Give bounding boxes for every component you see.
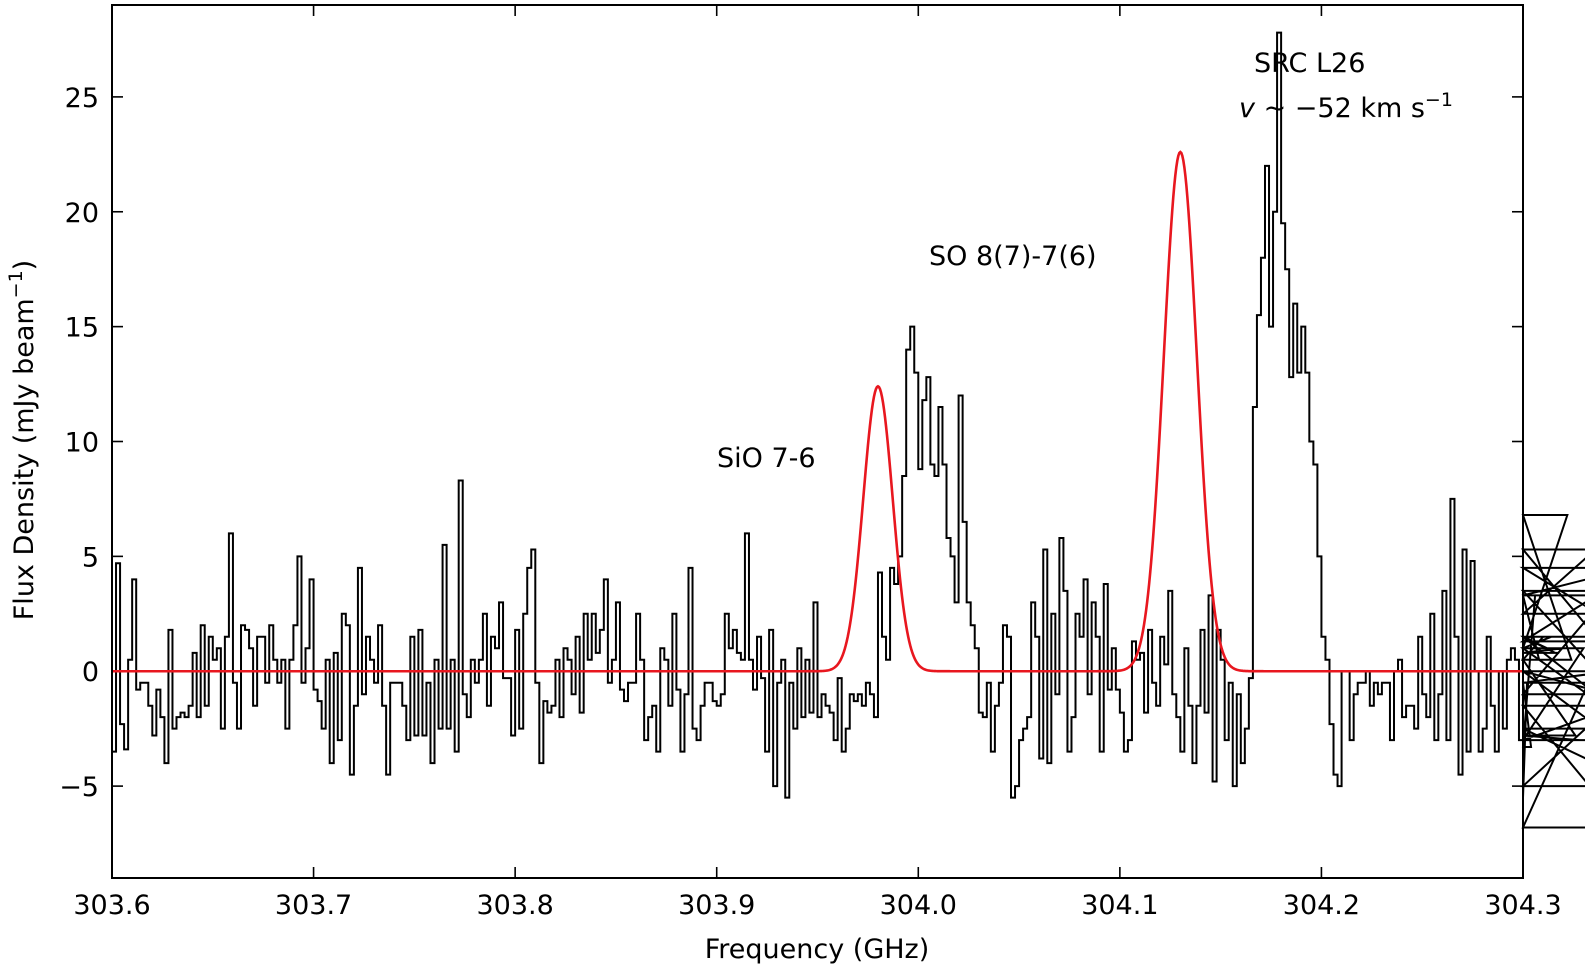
spectrum-series [112, 31, 1585, 829]
x-tick-label: 303.6 [73, 890, 150, 921]
x-tick-label: 304.1 [1081, 890, 1158, 921]
annotation-velocity-symbol: v [1239, 93, 1256, 124]
ticks-layer [111, 5, 1524, 878]
x-tick-label: 303.7 [275, 890, 352, 921]
y-axis-title-close: ) [9, 260, 40, 271]
annotation-velocity-sup: −1 [1425, 89, 1453, 111]
y-axis-title-main: Flux Density (mJy beam [9, 298, 40, 620]
x-tick-label: 304.2 [1283, 890, 1360, 921]
plot-layer [112, 31, 1585, 829]
x-tick-label: 303.8 [476, 890, 553, 921]
y-tick-label: 20 [65, 198, 99, 229]
x-tick-label: 303.9 [678, 890, 755, 921]
x-tick-label: 304.0 [880, 890, 957, 921]
x-tick-label: 304.3 [1484, 890, 1561, 921]
y-tick-label: 5 [82, 542, 99, 573]
y-tick-label: −5 [59, 772, 99, 803]
annotation-line-sio: SiO 7-6 [717, 443, 816, 474]
x-tick-labels: 303.6 303.7 303.8 303.9 304.0 304.1 304.2 304.3 [73, 890, 1561, 921]
y-axis-title: Flux Density (mJy beam−1) [5, 260, 40, 620]
plot-frame [111, 4, 1524, 879]
y-tick-label: 0 [82, 657, 99, 688]
y-tick-label: 25 [65, 83, 99, 114]
annotation-source: SRC L26 [1254, 48, 1365, 79]
y-tick-labels: −5 0 5 10 15 20 25 [59, 83, 99, 803]
x-axis-title: Frequency (GHz) [705, 934, 930, 965]
y-tick-label: 10 [65, 428, 99, 459]
annotation-velocity-text: ∼ −52 km s [1255, 93, 1425, 124]
y-tick-label: 15 [65, 313, 99, 344]
annotation-line-so: SO 8(7)-7(6) [929, 241, 1097, 272]
annotation-velocity: v ∼ −52 km s−1 [1239, 89, 1453, 124]
y-axis-title-sup: −1 [5, 270, 27, 298]
gaussian-fit-series [112, 150, 1523, 673]
